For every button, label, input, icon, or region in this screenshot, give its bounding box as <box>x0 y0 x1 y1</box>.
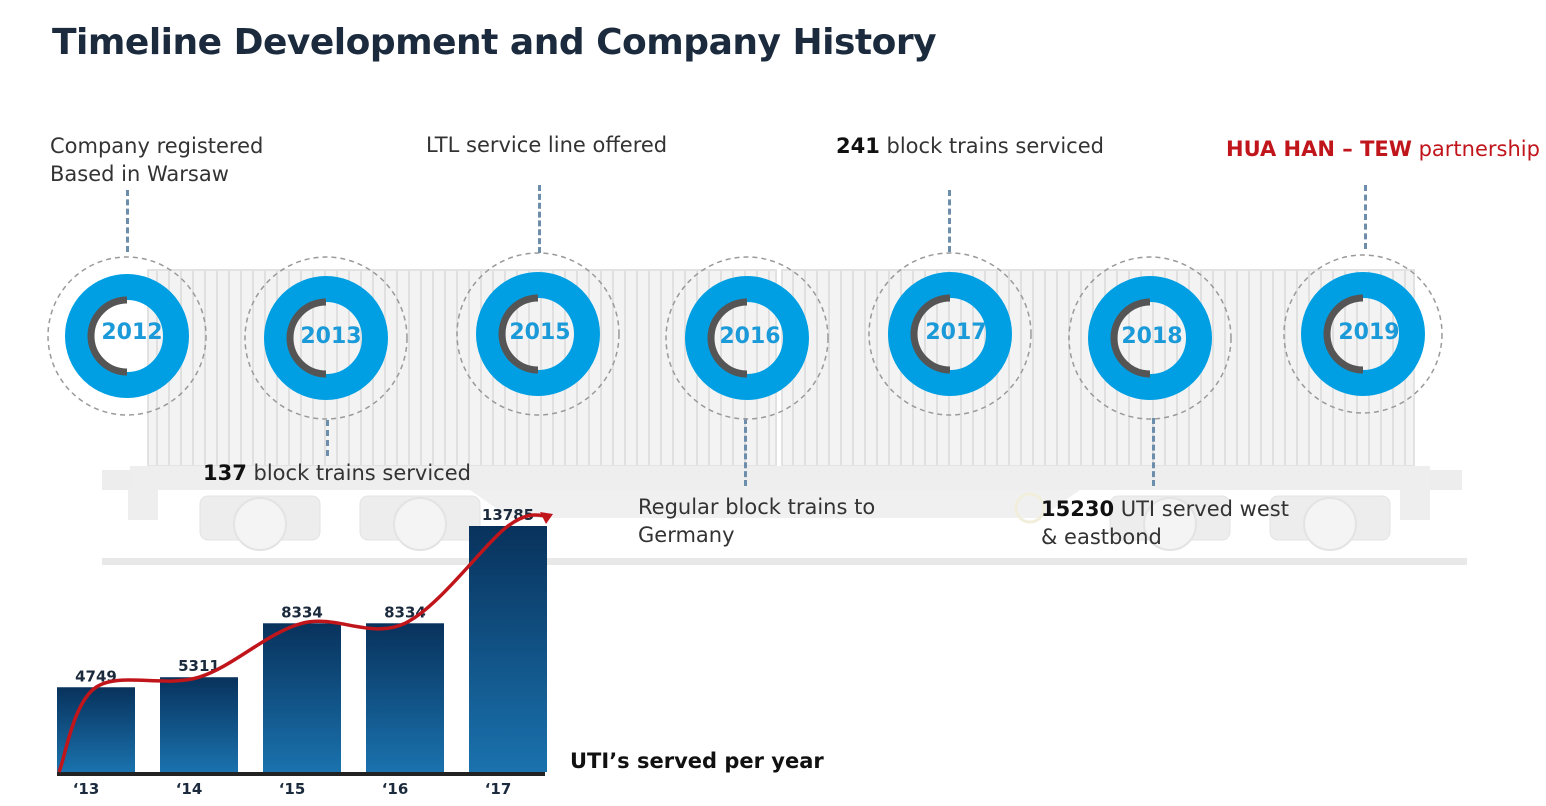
tick-label-2: ‘15 <box>279 780 306 798</box>
year-2015: 2015 <box>509 320 571 345</box>
tick-label-1: ‘14 <box>176 780 203 798</box>
connector-2012 <box>126 190 129 252</box>
event-2016-line2: Germany <box>638 523 735 547</box>
event-2018: 15230 UTI served west & eastbond <box>1041 495 1289 551</box>
connector-2013 <box>326 420 329 456</box>
event-2016-line1: Regular block trains to <box>638 495 876 519</box>
ring-2017 <box>868 252 1032 416</box>
ring-2019 <box>1283 254 1443 414</box>
trend-line <box>57 513 550 773</box>
data-label-2: 8334 <box>281 603 323 621</box>
chart-caption: UTI’s served per year <box>570 749 824 773</box>
year-2018: 2018 <box>1121 324 1183 349</box>
tick-label-0: ‘13 <box>73 780 100 798</box>
event-2016: Regular block trains to Germany <box>638 493 875 549</box>
connector-2019 <box>1364 185 1367 249</box>
year-2012: 2012 <box>101 320 163 345</box>
trend-arrowhead <box>540 512 553 524</box>
event-2018-count: 15230 <box>1041 497 1115 521</box>
ring-2015 <box>456 252 620 416</box>
x-axis <box>57 772 545 776</box>
event-2013-count: 137 <box>203 461 247 485</box>
event-2017-text: block trains serviced <box>879 134 1104 158</box>
event-2017: 241 block trains serviced <box>836 132 1104 160</box>
ring-2013 <box>244 256 408 420</box>
event-2019-text: partnership <box>1411 137 1540 161</box>
tick-label-3: ‘16 <box>382 780 409 798</box>
event-2015: LTL service line offered <box>426 133 668 157</box>
ring-2012 <box>47 256 207 416</box>
event-2018-line2: & eastbond <box>1041 525 1162 549</box>
year-2017: 2017 <box>925 320 987 345</box>
bar-2 <box>263 623 341 772</box>
tick-label-4: ‘17 <box>485 780 512 798</box>
bar-1 <box>160 677 238 772</box>
event-2017-count: 241 <box>836 134 880 158</box>
year-2013: 2013 <box>300 324 362 349</box>
event-2018-text: UTI served west <box>1114 497 1289 521</box>
connector-2016 <box>744 418 747 486</box>
ring-2018 <box>1068 256 1232 420</box>
ring-2016 <box>665 256 829 420</box>
page-title: Timeline Development and Company History <box>52 22 937 63</box>
year-2016: 2016 <box>719 324 781 349</box>
event-2013: 137 block trains serviced <box>203 459 471 487</box>
connector-2015 <box>538 185 541 253</box>
event-2012-line1: Company registered <box>50 134 264 158</box>
connector-2018 <box>1152 418 1155 486</box>
event-2019: HUA HAN – TEW partnership <box>1226 135 1540 163</box>
event-2012-line2: Based in Warsaw <box>50 162 229 186</box>
bar-4 <box>469 526 547 772</box>
event-2013-text: block trains serviced <box>246 461 471 485</box>
data-label-1: 5311 <box>178 657 220 675</box>
event-2012: Company registered Based in Warsaw <box>50 132 263 188</box>
bar-0 <box>57 687 135 772</box>
bar-3 <box>366 623 444 772</box>
connector-2017 <box>948 190 951 252</box>
event-2019-partners: HUA HAN – TEW <box>1226 137 1412 161</box>
year-2019: 2019 <box>1338 320 1400 345</box>
